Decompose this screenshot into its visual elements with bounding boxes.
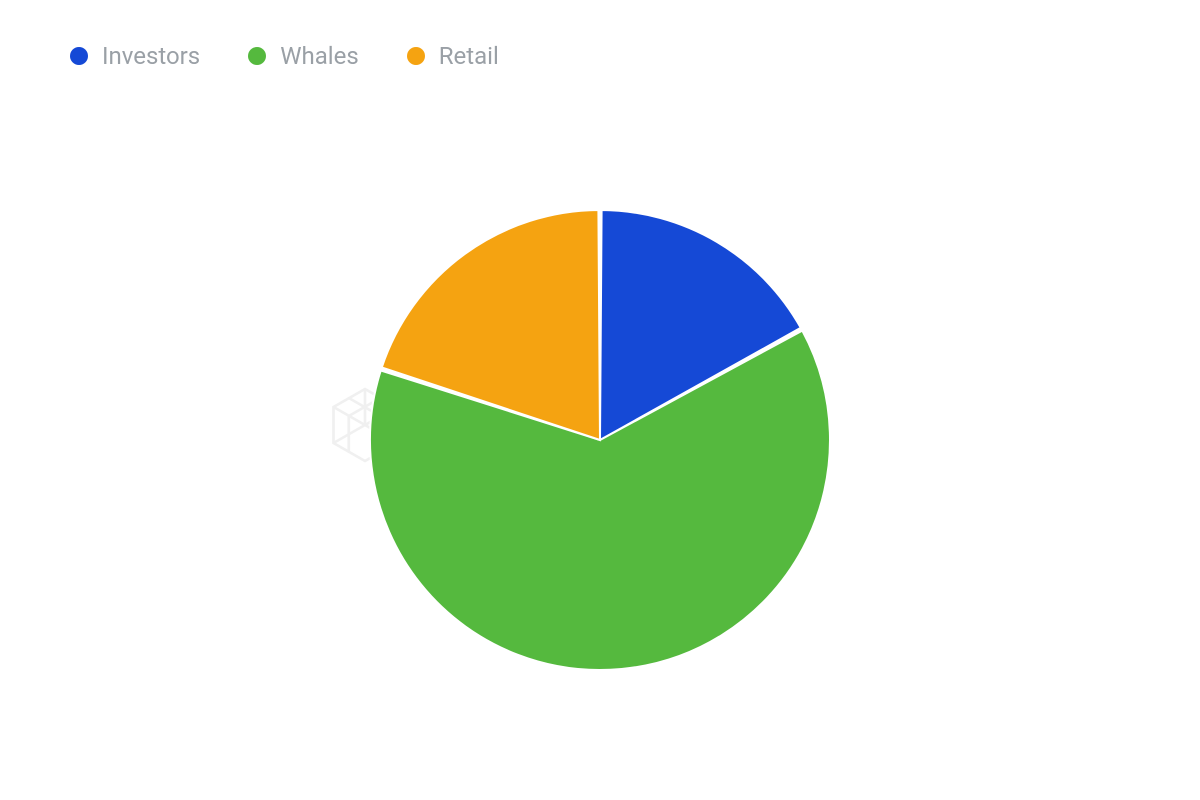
legend-item-retail: Retail [407,42,499,70]
legend-item-investors: Investors [70,42,200,70]
legend-item-whales: Whales [248,42,359,70]
legend-label: Investors [102,42,200,70]
legend-dot-icon [407,47,425,65]
pie-chart [360,200,840,680]
legend-label: Whales [280,42,359,70]
legend-dot-icon [248,47,266,65]
chart-legend: Investors Whales Retail [70,42,499,70]
pie-chart-svg [360,200,840,680]
legend-label: Retail [439,42,499,70]
legend-dot-icon [70,47,88,65]
